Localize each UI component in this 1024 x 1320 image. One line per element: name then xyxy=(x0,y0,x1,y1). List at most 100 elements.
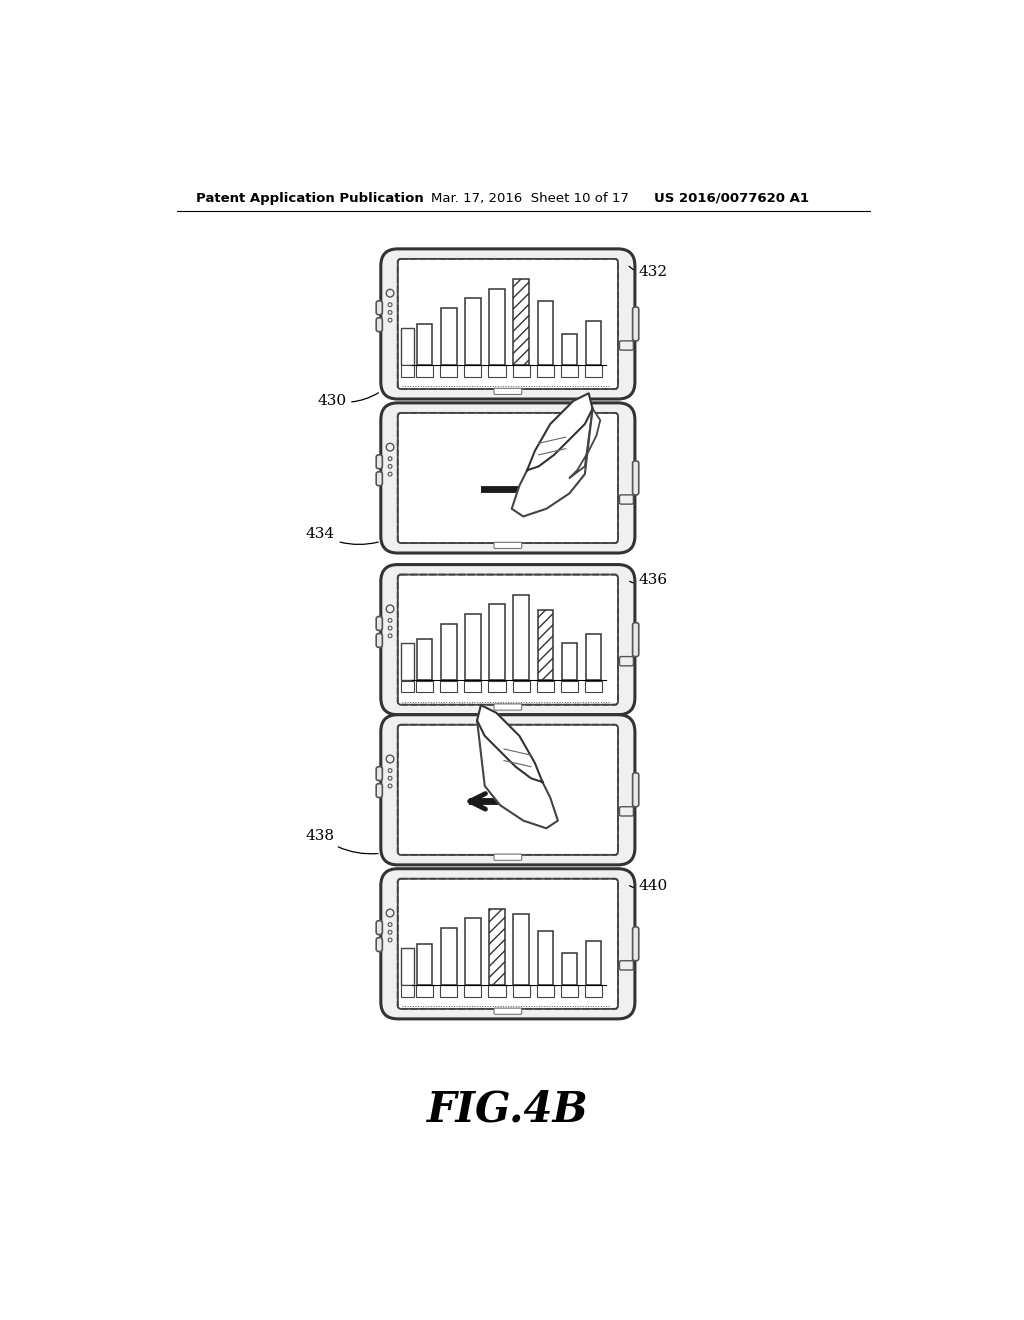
Bar xyxy=(441,624,457,680)
FancyBboxPatch shape xyxy=(620,961,634,970)
Text: 434: 434 xyxy=(305,527,378,544)
Bar xyxy=(513,985,529,997)
Bar xyxy=(489,908,505,985)
Bar xyxy=(488,985,506,997)
FancyBboxPatch shape xyxy=(397,413,617,543)
FancyBboxPatch shape xyxy=(620,341,634,350)
Bar xyxy=(465,919,480,985)
Bar xyxy=(464,366,481,376)
Bar xyxy=(400,948,414,985)
Bar xyxy=(538,931,553,985)
Bar xyxy=(561,681,579,693)
FancyBboxPatch shape xyxy=(376,455,382,469)
Bar xyxy=(440,985,458,997)
FancyBboxPatch shape xyxy=(376,301,382,314)
Bar xyxy=(416,681,433,693)
Polygon shape xyxy=(569,409,600,478)
Bar xyxy=(562,643,578,680)
Bar xyxy=(488,681,506,693)
Bar xyxy=(400,643,414,680)
Text: US 2016/0077620 A1: US 2016/0077620 A1 xyxy=(654,191,809,205)
Bar xyxy=(440,366,458,376)
Bar xyxy=(489,605,505,680)
FancyBboxPatch shape xyxy=(620,495,634,504)
Text: 440: 440 xyxy=(630,879,668,894)
FancyBboxPatch shape xyxy=(494,1008,521,1014)
FancyBboxPatch shape xyxy=(376,318,382,331)
FancyBboxPatch shape xyxy=(376,767,382,780)
Bar xyxy=(586,634,601,680)
Bar xyxy=(562,953,578,985)
FancyBboxPatch shape xyxy=(633,927,639,961)
Bar xyxy=(585,681,602,693)
FancyBboxPatch shape xyxy=(620,656,634,665)
FancyBboxPatch shape xyxy=(494,388,521,395)
FancyBboxPatch shape xyxy=(633,623,639,656)
FancyBboxPatch shape xyxy=(633,774,639,807)
Bar xyxy=(585,366,602,376)
Bar xyxy=(537,985,554,997)
FancyBboxPatch shape xyxy=(633,308,639,341)
Text: 438: 438 xyxy=(305,829,378,854)
Bar xyxy=(538,610,553,680)
Bar xyxy=(586,941,601,985)
Bar xyxy=(469,797,535,805)
Bar xyxy=(440,681,458,693)
Bar xyxy=(513,279,529,364)
Bar xyxy=(488,366,506,376)
Bar xyxy=(537,366,554,376)
FancyBboxPatch shape xyxy=(376,634,382,647)
Bar xyxy=(513,681,529,693)
Bar xyxy=(400,327,414,364)
FancyBboxPatch shape xyxy=(381,869,635,1019)
Bar xyxy=(417,639,432,680)
Bar xyxy=(400,366,414,376)
FancyBboxPatch shape xyxy=(376,921,382,935)
Bar xyxy=(562,334,578,364)
Polygon shape xyxy=(477,705,543,781)
FancyBboxPatch shape xyxy=(494,854,521,861)
FancyBboxPatch shape xyxy=(620,807,634,816)
FancyBboxPatch shape xyxy=(381,714,635,865)
FancyBboxPatch shape xyxy=(397,574,617,705)
Bar xyxy=(464,985,481,997)
FancyBboxPatch shape xyxy=(494,704,521,710)
Bar xyxy=(586,321,601,364)
Polygon shape xyxy=(527,393,593,470)
Text: 432: 432 xyxy=(629,265,668,280)
FancyBboxPatch shape xyxy=(397,259,617,389)
FancyBboxPatch shape xyxy=(633,461,639,495)
Bar xyxy=(585,985,602,997)
Bar xyxy=(465,298,480,364)
Bar xyxy=(513,595,529,680)
FancyBboxPatch shape xyxy=(494,543,521,548)
Bar xyxy=(416,985,433,997)
FancyBboxPatch shape xyxy=(376,784,382,797)
FancyBboxPatch shape xyxy=(376,937,382,952)
FancyBboxPatch shape xyxy=(397,725,617,855)
FancyBboxPatch shape xyxy=(381,565,635,714)
FancyBboxPatch shape xyxy=(397,879,617,1008)
Bar xyxy=(400,985,414,997)
Polygon shape xyxy=(477,721,558,829)
Text: Patent Application Publication: Patent Application Publication xyxy=(196,191,424,205)
Bar xyxy=(416,366,433,376)
Bar xyxy=(464,681,481,693)
Text: FIG.4B: FIG.4B xyxy=(427,1089,589,1130)
Bar xyxy=(537,681,554,693)
Text: 436: 436 xyxy=(630,573,668,587)
Polygon shape xyxy=(512,409,593,516)
FancyBboxPatch shape xyxy=(381,403,635,553)
Bar xyxy=(489,289,505,364)
Bar xyxy=(481,486,558,494)
Text: Mar. 17, 2016  Sheet 10 of 17: Mar. 17, 2016 Sheet 10 of 17 xyxy=(431,191,629,205)
Bar xyxy=(561,366,579,376)
Bar xyxy=(441,308,457,364)
FancyBboxPatch shape xyxy=(381,249,635,399)
Text: 430: 430 xyxy=(317,393,379,408)
Bar xyxy=(513,366,529,376)
Bar xyxy=(417,323,432,364)
Bar xyxy=(561,985,579,997)
Bar xyxy=(441,928,457,985)
Bar xyxy=(400,681,414,693)
